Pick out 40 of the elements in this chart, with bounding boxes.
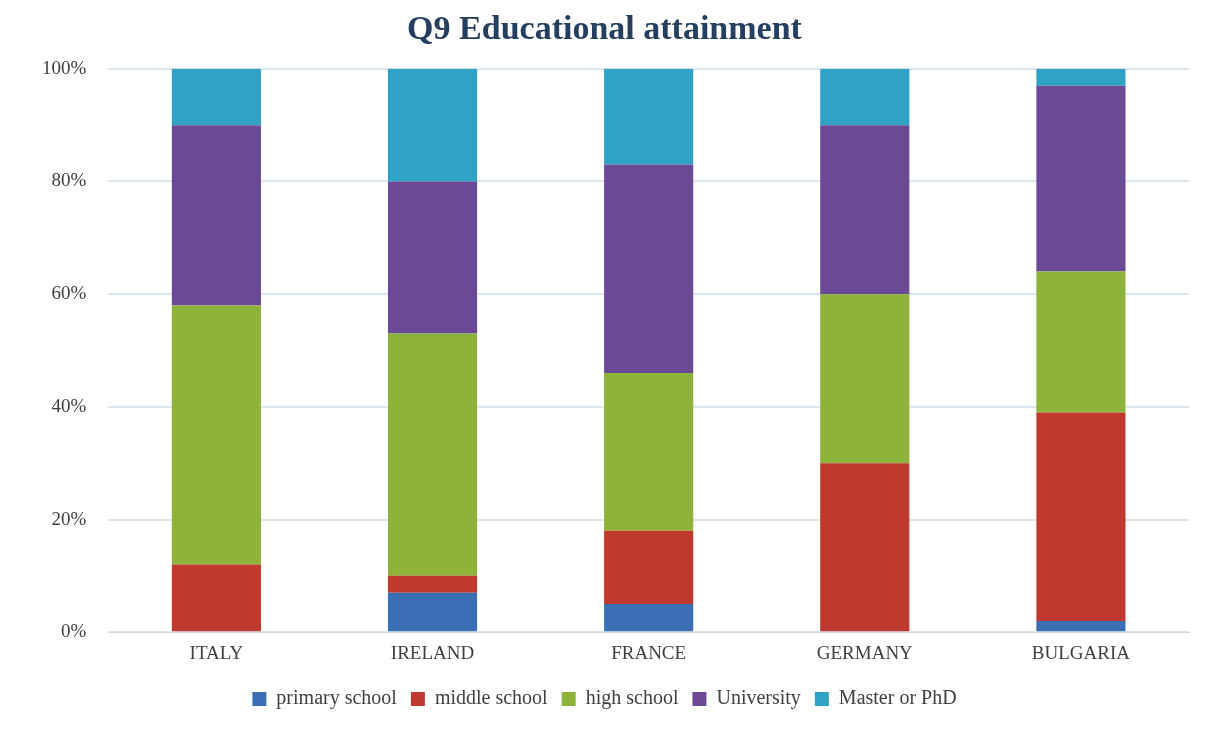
x-tick-label: ITALY xyxy=(189,641,244,663)
bar xyxy=(387,68,478,182)
bar xyxy=(604,164,694,374)
bar xyxy=(820,463,910,632)
bar xyxy=(171,305,261,565)
x-tick-label: BULGARIA xyxy=(1031,641,1131,663)
bar xyxy=(1036,68,1126,86)
legend-label: Master or PhD xyxy=(838,686,957,709)
bar xyxy=(1036,412,1126,621)
bar xyxy=(820,125,910,295)
chart-title: Q9 Educational attainment xyxy=(407,9,803,47)
legend-label: University xyxy=(716,686,801,710)
bar xyxy=(171,125,261,306)
y-tick-label: 20% xyxy=(51,507,87,529)
x-tick-label: FRANCE xyxy=(611,641,687,663)
bar xyxy=(387,181,478,334)
legend-label: high school xyxy=(585,686,679,710)
bar xyxy=(604,530,694,605)
bar xyxy=(820,68,910,126)
bar xyxy=(1036,85,1126,272)
bar xyxy=(604,373,694,531)
bar xyxy=(387,592,478,632)
y-tick-label: 40% xyxy=(51,394,87,416)
bar xyxy=(171,68,261,126)
bar xyxy=(604,68,694,165)
bar xyxy=(820,294,910,464)
y-tick-label: 100% xyxy=(42,56,87,78)
legend-label: middle school xyxy=(434,686,549,709)
y-tick-label: 80% xyxy=(51,169,87,191)
y-tick-label: 0% xyxy=(61,620,87,642)
bar xyxy=(1036,271,1126,413)
y-tick-label: 60% xyxy=(51,282,87,304)
bar xyxy=(171,564,261,632)
x-tick-label: IRELAND xyxy=(390,641,475,663)
x-tick-label: GERMANY xyxy=(816,641,914,663)
legend-label: primary school xyxy=(276,686,398,710)
bar xyxy=(604,604,694,632)
bar xyxy=(387,333,478,576)
bar xyxy=(1036,620,1126,632)
bar xyxy=(387,575,478,593)
